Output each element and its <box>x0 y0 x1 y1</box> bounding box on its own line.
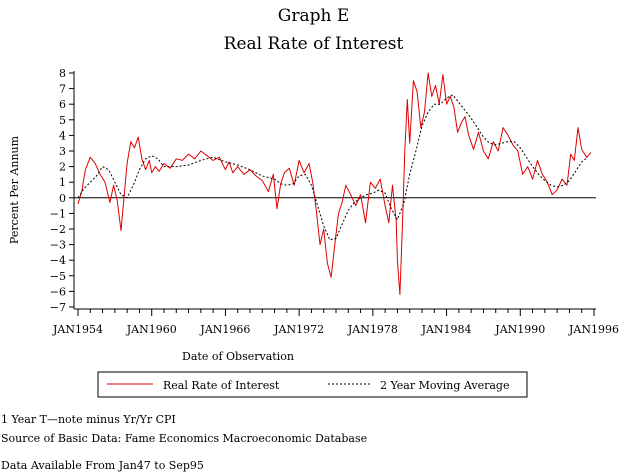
note-availability: Data Available From Jan47 to Sep95 <box>1 459 204 472</box>
note-definition: 1 Year T—note minus Yr/Yr CPI <box>1 413 176 426</box>
x-tick-label: JAN1954 <box>52 323 103 336</box>
x-tick-label: JAN1966 <box>199 323 250 336</box>
series-moving-average-line <box>77 94 589 241</box>
series-layer <box>77 72 592 295</box>
y-tick-label: 3 <box>59 145 66 158</box>
y-axis-title: Percent Per Annum <box>8 135 21 244</box>
y-tick-label: −7 <box>50 301 66 314</box>
y-tick-label: 6 <box>59 98 66 111</box>
y-tick-label: −1 <box>50 207 66 220</box>
series-real-rate-line <box>77 72 592 295</box>
y-tick-label: 2 <box>59 161 66 174</box>
x-tick-label: JAN1960 <box>126 323 177 336</box>
note-source: Source of Basic Data: Fame Economics Mac… <box>1 432 368 445</box>
axes: 8 7 6 5 4 3 2 1 0 −1 −2 −3 −4 −5 −6 −7 JAN1954 JAN1960 JAN… <box>8 67 619 363</box>
y-tick-label: −5 <box>50 270 66 283</box>
y-tick-label: 0 <box>59 192 66 205</box>
x-tick-label: JAN1984 <box>421 323 472 336</box>
y-tick-label: 4 <box>59 129 66 142</box>
legend-label-real-rate: Real Rate of Interest <box>163 379 280 392</box>
x-tick-label: JAN1978 <box>347 323 398 336</box>
y-tick-label: −4 <box>50 254 66 267</box>
chart-title: Graph E <box>277 6 350 26</box>
y-tick-label: 8 <box>59 67 66 80</box>
y-tick-label: 1 <box>59 176 66 189</box>
y-tick-label: −6 <box>50 285 66 298</box>
x-tick-label: JAN1990 <box>494 323 545 336</box>
legend: Real Rate of Interest 2 Year Moving Avera… <box>97 371 528 398</box>
y-tick-label: −2 <box>50 223 66 236</box>
x-axis-title: Date of Observation <box>182 350 294 363</box>
y-tick-label: −3 <box>50 239 66 252</box>
x-tick-label: JAN1972 <box>273 323 324 336</box>
x-tick-label: JAN1996 <box>568 323 619 336</box>
legend-box <box>97 371 528 398</box>
y-tick-label: 7 <box>59 83 66 96</box>
y-tick-label: 5 <box>59 114 66 127</box>
chart-subtitle: Real Rate of Interest <box>223 34 404 54</box>
legend-label-moving-average: 2 Year Moving Average <box>380 379 509 392</box>
